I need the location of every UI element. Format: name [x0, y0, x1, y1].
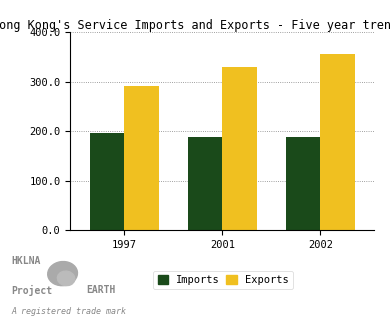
Text: HKLNA: HKLNA [12, 256, 41, 266]
Bar [286, 137, 321, 230]
Text: A registered trade mark: A registered trade mark [12, 307, 127, 316]
Bar [124, 85, 158, 230]
Legend: Imports, Exports: Imports, Exports [153, 271, 293, 289]
Bar [90, 133, 124, 230]
Text: EARTH: EARTH [86, 285, 115, 295]
Text: Project: Project [12, 285, 53, 296]
Ellipse shape [48, 261, 78, 286]
Bar [222, 67, 257, 230]
Ellipse shape [57, 271, 75, 286]
Bar [321, 54, 355, 230]
Text: Hong Kong's Service Imports and Exports - Five year trend: Hong Kong's Service Imports and Exports … [0, 19, 390, 32]
Bar [188, 137, 222, 230]
